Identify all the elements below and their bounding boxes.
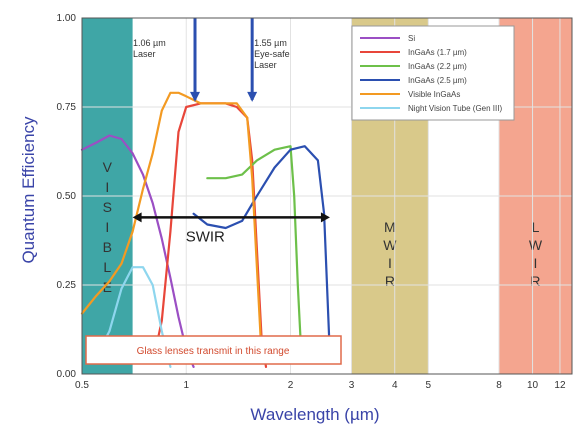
x-tick-label: 3: [349, 380, 355, 391]
legend-label-2: InGaAs (2.2 µm): [408, 62, 467, 71]
band-label-visible-char: I: [105, 219, 109, 235]
glass-note-box: [85, 335, 342, 365]
band-label-lwir-char: R: [530, 273, 540, 289]
swir-arrow-left-head: [132, 212, 142, 223]
laser-arrow-head-2: [247, 91, 258, 102]
laser-label-2: Eye-safe: [254, 49, 290, 59]
legend-label-5: Night Vision Tube (Gen III): [408, 104, 502, 113]
y-tick-label: 0.00: [57, 369, 77, 380]
series-line-5: [95, 266, 172, 368]
series-line-3: [192, 145, 331, 358]
laser-label-1: 1.06 µm: [133, 38, 166, 48]
y-axis-title: Quantum Efficiency: [19, 116, 38, 264]
band-label-visible-char: B: [103, 239, 112, 255]
band-label-visible-char: V: [103, 159, 113, 175]
laser-arrow-head-1: [190, 91, 201, 102]
x-tick-label: 0.5: [75, 380, 89, 391]
series-line-4: [80, 91, 263, 358]
band-label-mwir-char: M: [384, 219, 396, 235]
x-tick-label: 2: [288, 380, 294, 391]
series-line-2: [206, 145, 303, 358]
band-label-visible-char: S: [103, 199, 112, 215]
band-label-visible-char: I: [105, 179, 109, 195]
band-label-lwir-char: I: [534, 255, 538, 271]
band-label-lwir-char: L: [532, 219, 540, 235]
laser-label-1: Laser: [133, 49, 156, 59]
x-tick-label: 1: [183, 380, 189, 391]
band-label-lwir-char: W: [529, 237, 543, 253]
y-tick-label: 1.00: [57, 13, 77, 24]
y-tick-label: 0.75: [57, 102, 77, 113]
legend-label-3: InGaAs (2.5 µm): [408, 76, 467, 85]
legend-label-0: Si: [408, 34, 415, 43]
legend-box: [351, 25, 515, 121]
laser-label-2: Laser: [254, 60, 277, 70]
x-tick-label: 12: [554, 380, 566, 391]
x-tick-label: 10: [527, 380, 539, 391]
laser-label-2: 1.55 µm: [254, 38, 287, 48]
x-tick-label: 8: [496, 380, 502, 391]
series-line-0: [80, 134, 195, 368]
band-label-mwir-char: W: [383, 237, 397, 253]
legend-label-4: Visible InGaAs: [408, 90, 460, 99]
band-label-visible-char: E: [103, 279, 112, 295]
band-label-mwir-char: R: [385, 273, 395, 289]
x-tick-label: 5: [426, 380, 432, 391]
plot-frame: [81, 17, 573, 375]
glass-note-text: Glass lenses transmit in this range: [137, 346, 290, 357]
swir-label: SWIR: [186, 228, 225, 245]
band-label-visible-char: L: [103, 259, 111, 275]
x-axis-title: Wavelength (µm): [250, 405, 379, 424]
band-label-mwir-char: I: [388, 255, 392, 271]
swir-arrow-right-head: [320, 212, 330, 223]
y-tick-label: 0.25: [57, 280, 77, 291]
y-tick-label: 0.50: [57, 191, 77, 202]
legend-label-1: InGaAs (1.7 µm): [408, 48, 467, 57]
x-tick-label: 4: [392, 380, 398, 391]
